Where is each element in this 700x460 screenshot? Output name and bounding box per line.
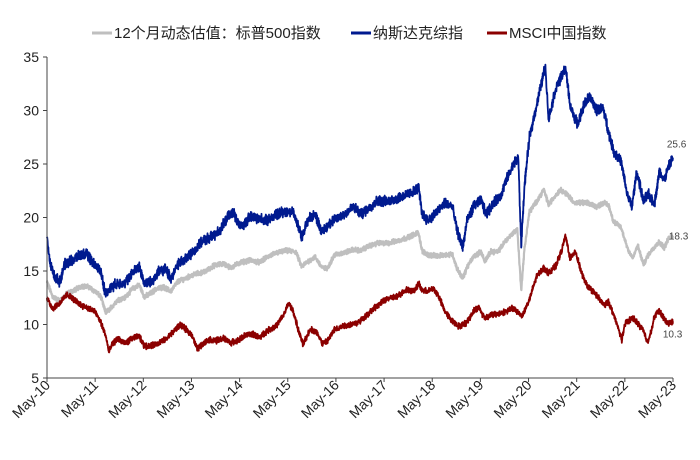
x-tick-label: May-17 <box>346 377 390 421</box>
y-tick-label: 35 <box>23 49 39 65</box>
series-line-msci-china <box>46 233 674 354</box>
legend-item-nasdaq: 纳斯达克综指 <box>351 25 463 42</box>
legend-label-msci-china: MSCI中国指数 <box>509 25 607 42</box>
series-layer <box>45 63 674 354</box>
end-value-label-nasdaq: 25.6 <box>667 140 687 151</box>
legend: 12个月动态估值：标普500指数 纳斯达克综指 MSCI中国指数 <box>92 25 607 42</box>
x-tick-label: May-19 <box>442 377 486 421</box>
y-tick-label: 15 <box>23 263 39 279</box>
x-tick-label: May-18 <box>394 377 438 421</box>
y-tick-label: 20 <box>23 210 39 226</box>
x-tick-label: May-14 <box>201 377 245 421</box>
series-line-nasdaq <box>46 63 674 298</box>
y-tick-label: 10 <box>23 317 39 333</box>
x-tick-label: May-22 <box>587 377 631 421</box>
x-tick-label: May-12 <box>105 377 149 421</box>
legend-label-sp500: 12个月动态估值：标普500指数 <box>114 25 321 42</box>
x-tick-label: May-20 <box>490 377 534 421</box>
x-tick-label: May-21 <box>538 377 582 421</box>
legend-item-sp500: 12个月动态估值：标普500指数 <box>92 25 321 42</box>
legend-label-nasdaq: 纳斯达克综指 <box>373 25 463 42</box>
end-value-label-sp500: 18.3 <box>669 232 689 243</box>
legend-item-msci-china: MSCI中国指数 <box>487 25 607 42</box>
y-tick-label: 5 <box>31 370 39 386</box>
x-tick-label: May-15 <box>250 377 294 421</box>
x-tick-label: May-11 <box>58 377 102 421</box>
y-tick-label: 30 <box>23 103 39 119</box>
end-labels: 18.3 25.6 10.3 <box>663 140 689 341</box>
x-tick-label: May-23 <box>635 377 679 421</box>
y-tick-label: 25 <box>23 156 39 172</box>
end-value-label-msci-china: 10.3 <box>663 329 683 340</box>
series-line-sp500 <box>45 186 674 315</box>
x-tick-label: May-16 <box>298 377 342 421</box>
x-tick-label: May-13 <box>153 377 197 421</box>
